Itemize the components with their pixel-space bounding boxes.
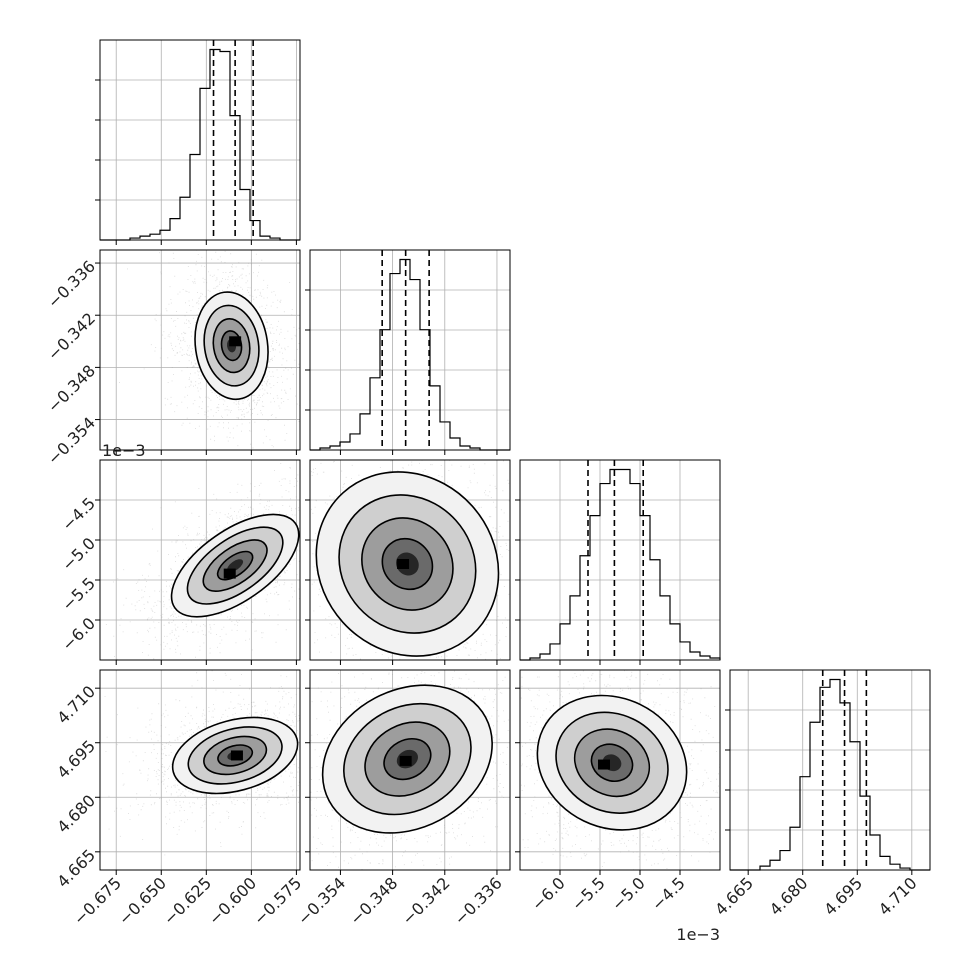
x-tick-label-3-1: 4.680 (766, 873, 812, 919)
contour-3 (383, 737, 432, 781)
scatter-panel-3-1 (305, 669, 511, 875)
contour-2 (202, 539, 268, 592)
contour-2 (364, 721, 451, 797)
contour-1 (343, 702, 472, 816)
histogram-panel-2 (515, 459, 721, 665)
contour-3 (217, 744, 254, 767)
x-tick-label-3-0: 4.665 (711, 873, 757, 919)
histogram-panel-1 (305, 249, 511, 455)
scatter-panel-3-0 (95, 669, 301, 875)
y-tick-label-2-3: −4.5 (58, 494, 99, 535)
y-tick-label-1-3: −0.336 (44, 257, 99, 312)
histogram-step (730, 678, 930, 871)
scatter-content (104, 670, 300, 856)
scatter-content (119, 250, 300, 449)
x-tick-label-3-3: 4.710 (875, 873, 921, 919)
x-tick-label-0-4: −0.575 (250, 873, 305, 928)
histogram-step (520, 468, 721, 661)
axes-frame (309, 459, 511, 661)
axes-frame (99, 249, 301, 451)
scatter-content (311, 460, 510, 660)
y-tick-label-2-1: −5.5 (58, 574, 99, 615)
density-peak (399, 755, 412, 766)
y-tick-label-1-2: −0.342 (44, 309, 99, 364)
x-tick-label-0-2: −0.625 (160, 873, 215, 928)
y-tick-label-3-1: 4.680 (53, 791, 99, 837)
contour-0 (171, 716, 299, 795)
contour-3 (220, 330, 243, 362)
y-tick-label-2-2: −5.0 (58, 534, 99, 575)
x-tick-label-2-3: −4.5 (648, 873, 689, 914)
y-tick-label-3-0: 4.665 (53, 845, 99, 891)
histogram-step (100, 48, 300, 241)
histogram-step (310, 258, 510, 451)
axes-frame (309, 669, 511, 871)
contour-2 (361, 517, 454, 611)
contour-1 (187, 726, 283, 785)
scatter-panel-1-0 (95, 249, 301, 455)
x-tick-label-1-0: −0.354 (294, 873, 349, 928)
contour-2 (203, 735, 268, 776)
contour-3 (381, 537, 434, 591)
histogram-panel-0 (95, 39, 301, 245)
y-tick-label-1-0: −0.354 (44, 413, 99, 468)
axes-frame (99, 669, 301, 871)
scatter-content (520, 670, 720, 870)
axes-frame (519, 669, 721, 871)
contour-0 (536, 694, 688, 831)
axes-frame (729, 669, 931, 871)
contour-2 (212, 318, 251, 374)
scatter-content (105, 463, 300, 660)
x-tick-label-3-2: 4.695 (820, 873, 866, 919)
density-peak (223, 568, 236, 579)
x-tick-label-1-1: −0.348 (346, 873, 401, 928)
axes-frame (309, 249, 511, 451)
contour-0 (194, 291, 269, 401)
y-tick-label-1-1: −0.348 (44, 361, 99, 416)
contour-1 (338, 494, 477, 634)
scatter-panel-2-0 (95, 459, 301, 665)
density-peak (598, 759, 610, 770)
y-offset-label: 1e−3 (102, 441, 146, 460)
x-tick-label-2-2: −5.0 (608, 873, 649, 914)
x-tick-label-1-3: −0.336 (450, 873, 505, 928)
contour-0 (315, 471, 500, 657)
contour-3 (590, 743, 634, 783)
contour-2 (573, 728, 651, 798)
axes-frame (99, 459, 301, 661)
x-tick-label-0-1: −0.650 (115, 873, 170, 928)
contour-1 (203, 304, 260, 387)
scatter-content (310, 670, 510, 870)
contour-0 (170, 513, 300, 618)
y-tick-label-2-0: −6.0 (58, 614, 99, 655)
axes-frame (519, 459, 721, 661)
density-peak (229, 336, 242, 347)
contour-3 (216, 550, 254, 581)
density-peak (230, 750, 243, 761)
axes-frame (99, 39, 301, 241)
x-tick-label-0-0: −0.675 (70, 873, 125, 928)
contour-0 (321, 684, 493, 834)
x-tick-label-2-0: −6.0 (528, 873, 569, 914)
y-tick-label-3-2: 4.695 (53, 736, 99, 782)
x-tick-label-0-3: −0.600 (205, 873, 260, 928)
x-tick-label-1-2: −0.342 (398, 873, 453, 928)
x-offset-label: 1e−3 (676, 925, 720, 944)
y-tick-label-3-3: 4.710 (53, 682, 99, 728)
histogram-panel-3 (725, 669, 931, 875)
x-tick-label-2-1: −5.5 (568, 873, 609, 914)
contour-1 (555, 711, 669, 814)
density-peak (397, 559, 410, 569)
contour-1 (186, 526, 284, 605)
scatter-panel-2-1 (305, 459, 511, 665)
scatter-panel-3-2 (515, 669, 721, 875)
